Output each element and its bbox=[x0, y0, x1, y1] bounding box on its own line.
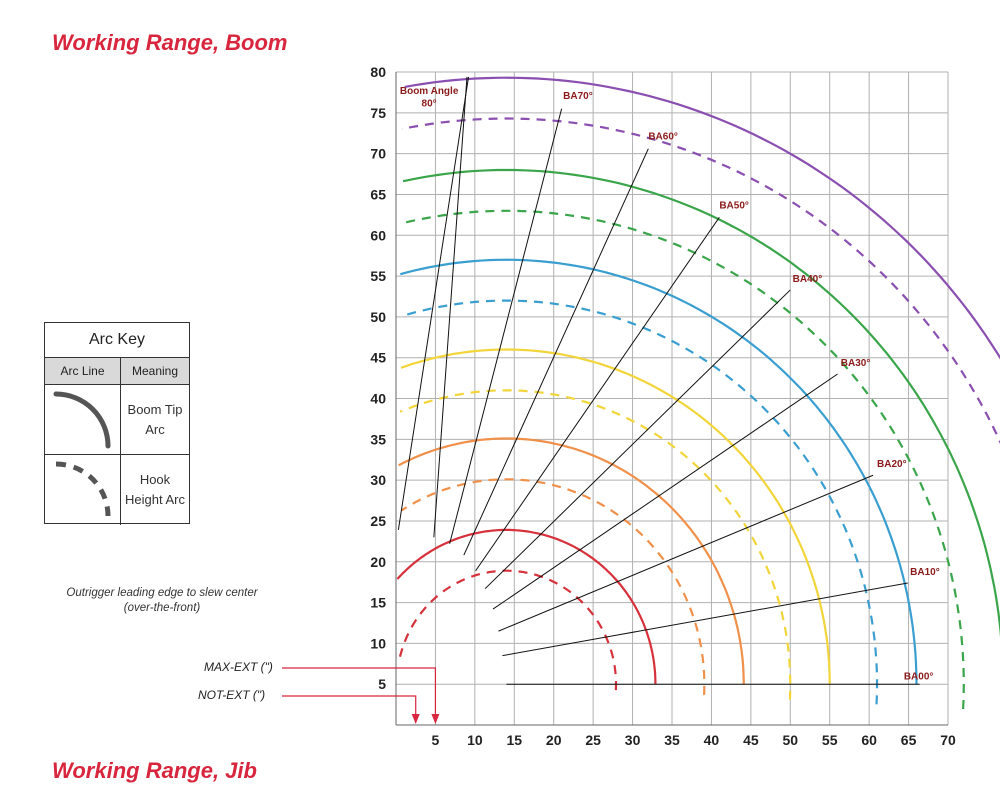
hook-height-arc-0 bbox=[398, 569, 618, 691]
y-tick-label: 30 bbox=[370, 472, 386, 488]
y-tick-label: 80 bbox=[370, 64, 386, 80]
boom-angle-label-80-line1: Boom Angle bbox=[400, 86, 459, 97]
x-tick-label: 50 bbox=[782, 732, 798, 748]
solid-arc-icon bbox=[53, 391, 110, 448]
arc-key-header: Arc Line Meaning bbox=[45, 358, 189, 385]
y-tick-label: 20 bbox=[370, 554, 386, 570]
boom-angle-line-80-outer bbox=[397, 76, 470, 530]
max-ext-label: MAX-EXT (") bbox=[204, 660, 273, 674]
boom-angle-label-50: BA50° bbox=[719, 200, 749, 211]
arc-key-row-solid: Boom Tip Arc bbox=[45, 385, 189, 454]
y-tick-label: 65 bbox=[370, 186, 386, 202]
boom-tip-arc-4 bbox=[402, 168, 1000, 638]
hook-height-arc-4 bbox=[403, 209, 965, 710]
x-tick-label: 5 bbox=[432, 732, 440, 748]
max-ext-arrow-line bbox=[282, 667, 437, 715]
meaning-column-header: Meaning bbox=[131, 364, 179, 378]
boom-tip-arc-5 bbox=[404, 76, 1000, 360]
x-tick-label: 25 bbox=[585, 732, 601, 748]
x-tick-label: 20 bbox=[546, 732, 562, 748]
y-tick-label: 50 bbox=[370, 309, 386, 325]
boom-angle-line-60 bbox=[463, 148, 649, 556]
x-tick-label: 40 bbox=[704, 732, 720, 748]
boom-angle-label-0: BA00° bbox=[904, 671, 934, 682]
boom-angle-line-40 bbox=[484, 289, 791, 590]
boom-tip-arc-0 bbox=[396, 528, 657, 685]
arc-line-column-header: Arc Line bbox=[45, 358, 121, 384]
y-tick-label: 35 bbox=[370, 431, 386, 447]
boom-angle-line-70 bbox=[449, 108, 563, 544]
x-tick-label: 30 bbox=[625, 732, 641, 748]
boom-angle-line-50 bbox=[475, 217, 720, 572]
y-tick-label: 25 bbox=[370, 513, 386, 529]
not-ext-arrow-arrowhead bbox=[411, 714, 420, 724]
x-tick-label: 55 bbox=[822, 732, 838, 748]
x-tick-label: 65 bbox=[901, 732, 917, 748]
y-tick-label: 60 bbox=[370, 227, 386, 243]
boom-angle-label-10: BA10° bbox=[910, 567, 940, 578]
dashed-arc-icon bbox=[55, 461, 110, 517]
boom-tip-arc-label: Boom Tip Arc bbox=[127, 401, 183, 437]
hook-height-arc-3 bbox=[403, 299, 879, 705]
arc-key-table: Arc Key Arc Line Meaning Boom Tip Arc Ho… bbox=[44, 322, 190, 525]
y-tick-label: 5 bbox=[378, 676, 386, 692]
boom-angle-line-20 bbox=[498, 474, 874, 632]
max-ext-arrow-arrowhead bbox=[431, 714, 440, 724]
y-tick-label: 70 bbox=[370, 146, 386, 162]
boom-tip-arc-2 bbox=[400, 348, 831, 685]
boom-tip-arc-1 bbox=[398, 437, 745, 685]
x-tick-label: 10 bbox=[467, 732, 483, 748]
x-tick-label: 60 bbox=[861, 732, 877, 748]
hook-height-arc-label: Hook Height Arc bbox=[125, 472, 185, 507]
y-tick-label: 45 bbox=[370, 350, 386, 366]
outrigger-note-line-2: (over-the-front) bbox=[123, 602, 201, 614]
x-tick-label: 45 bbox=[743, 732, 759, 748]
outrigger-note: Outrigger leading edge to slew center (o… bbox=[44, 586, 280, 616]
page-title: Working Range, Boom bbox=[52, 30, 288, 55]
boom-angle-line-30 bbox=[492, 373, 838, 610]
arc-key-title: Arc Key bbox=[45, 323, 189, 358]
x-tick-label: 70 bbox=[940, 732, 956, 748]
not-ext-label: NOT-EXT (") bbox=[198, 688, 266, 702]
not-ext-arrow-line bbox=[282, 695, 417, 715]
boom-angle-label-70: BA70° bbox=[563, 91, 593, 102]
y-tick-label: 75 bbox=[370, 105, 386, 121]
outrigger-note-line-1: Outrigger leading edge to slew center bbox=[66, 587, 258, 599]
boom-angle-line-10 bbox=[502, 582, 908, 657]
boom-angle-label-30: BA30° bbox=[841, 358, 871, 369]
x-tick-label: 35 bbox=[664, 732, 680, 748]
hook-height-arc-2 bbox=[399, 389, 792, 700]
arc-key-row-dashed: Hook Height Arc bbox=[45, 454, 189, 525]
hook-height-arc-1 bbox=[400, 478, 706, 695]
boom-angle-line-80 bbox=[433, 76, 468, 538]
y-tick-label: 55 bbox=[370, 268, 386, 284]
x-tick-label: 15 bbox=[506, 732, 522, 748]
footer-title: Working Range, Jib bbox=[52, 758, 257, 783]
y-tick-label: 10 bbox=[370, 635, 386, 651]
boom-angle-label-60: BA60° bbox=[648, 132, 678, 143]
boom-angle-label-80-line2: 80° bbox=[422, 98, 437, 109]
boom-tip-arc-3 bbox=[400, 258, 918, 685]
y-tick-label: 15 bbox=[370, 595, 386, 611]
boom-angle-label-20: BA20° bbox=[877, 459, 907, 470]
y-tick-label: 40 bbox=[370, 391, 386, 407]
boom-angle-label-40: BA40° bbox=[793, 274, 823, 285]
